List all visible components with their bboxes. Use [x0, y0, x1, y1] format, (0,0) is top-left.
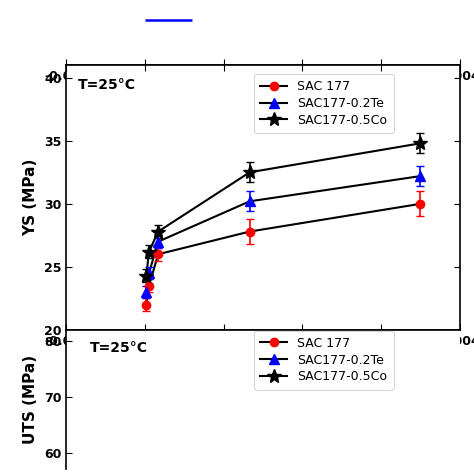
Text: T=25°C: T=25°C: [78, 78, 136, 92]
Y-axis label: UTS (MPa): UTS (MPa): [23, 355, 38, 444]
Legend: SAC 177, SAC177-0.2Te, SAC177-0.5Co: SAC 177, SAC177-0.2Te, SAC177-0.5Co: [254, 330, 393, 390]
Y-axis label: YS (MPa): YS (MPa): [23, 159, 38, 236]
Legend: SAC 177, SAC177-0.2Te, SAC177-0.5Co: SAC 177, SAC177-0.2Te, SAC177-0.5Co: [254, 74, 393, 133]
Text: T=25°C: T=25°C: [90, 341, 148, 355]
X-axis label: $\dot{\varepsilon}$ (s$^{-1}$): $\dot{\varepsilon}$ (s$^{-1}$): [236, 349, 290, 370]
X-axis label: $\dot{\varepsilon}$ (s$^{-1}$): $\dot{\varepsilon}$ (s$^{-1}$): [236, 84, 290, 105]
